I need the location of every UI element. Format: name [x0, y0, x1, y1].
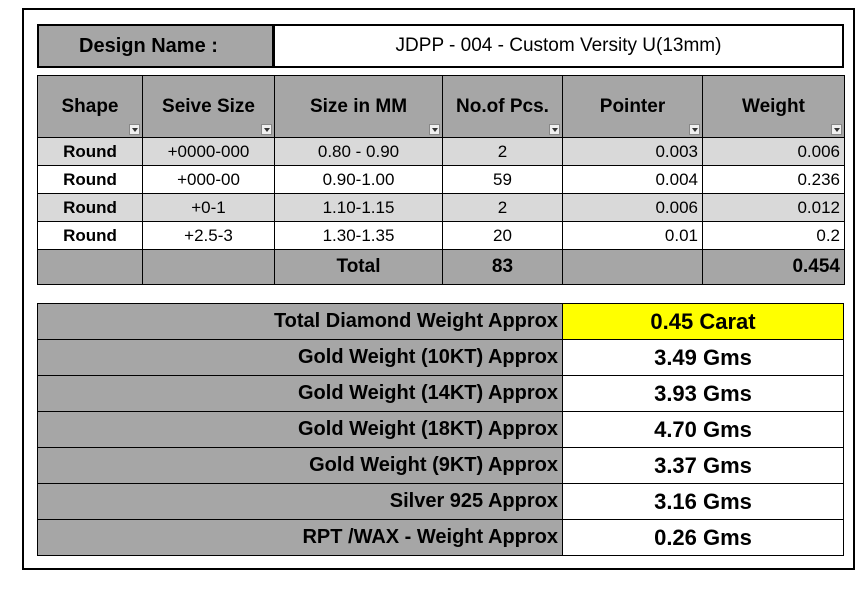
design-value: JDPP - 004 - Custom Versity U(13mm) [273, 24, 844, 68]
table-cell: 20 [442, 221, 563, 250]
empty-cell [562, 249, 703, 285]
summary-value: 3.37 Gms [562, 447, 844, 484]
summary-label: RPT /WAX - Weight Approx [37, 519, 563, 556]
design-label: Design Name : [37, 24, 274, 68]
table-cell: 0.236 [702, 165, 845, 194]
column-header: Seive Size [142, 75, 275, 138]
table-cell: 0.012 [702, 193, 845, 222]
summary-value: 0.45 Carat [562, 303, 844, 340]
table-cell: +2.5-3 [142, 221, 275, 250]
summary-label: Total Diamond Weight Approx [37, 303, 563, 340]
table-cell: Round [37, 165, 143, 194]
table-cell: Round [37, 193, 143, 222]
table-cell: 2 [442, 137, 563, 166]
table-cell: 0.003 [562, 137, 703, 166]
table-cell: 0.01 [562, 221, 703, 250]
filter-button[interactable] [689, 124, 700, 135]
table-cell: 59 [442, 165, 563, 194]
filter-button[interactable] [831, 124, 842, 135]
table-cell: 0.006 [562, 193, 703, 222]
column-header: Pointer [562, 75, 703, 138]
table-cell: 1.10-1.15 [274, 193, 443, 222]
table-cell: +0000-000 [142, 137, 275, 166]
total-cell: Total [274, 249, 443, 285]
table-cell: 0.2 [702, 221, 845, 250]
summary-label: Silver 925 Approx [37, 483, 563, 520]
empty-cell [142, 249, 275, 285]
column-header: Size in MM [274, 75, 443, 138]
column-header: Weight [702, 75, 845, 138]
table-cell: +000-00 [142, 165, 275, 194]
frame [22, 8, 855, 570]
filter-button[interactable] [549, 124, 560, 135]
filter-button[interactable] [429, 124, 440, 135]
table-cell: 0.90-1.00 [274, 165, 443, 194]
summary-value: 3.93 Gms [562, 375, 844, 412]
table-cell: 1.30-1.35 [274, 221, 443, 250]
column-header: Shape [37, 75, 143, 138]
table-cell: +0-1 [142, 193, 275, 222]
summary-label: Gold Weight (10KT) Approx [37, 339, 563, 376]
filter-button[interactable] [129, 124, 140, 135]
total-cell: 0.454 [702, 249, 845, 285]
column-header: No.of Pcs. [442, 75, 563, 138]
summary-value: 0.26 Gms [562, 519, 844, 556]
summary-value: 3.16 Gms [562, 483, 844, 520]
table-cell: 0.006 [702, 137, 845, 166]
table-cell: 0.80 - 0.90 [274, 137, 443, 166]
summary-value: 3.49 Gms [562, 339, 844, 376]
table-cell: Round [37, 221, 143, 250]
summary-value: 4.70 Gms [562, 411, 844, 448]
filter-button[interactable] [261, 124, 272, 135]
table-cell: 0.004 [562, 165, 703, 194]
total-cell: 83 [442, 249, 563, 285]
table-cell: 2 [442, 193, 563, 222]
empty-cell [37, 249, 143, 285]
summary-label: Gold Weight (18KT) Approx [37, 411, 563, 448]
summary-label: Gold Weight (14KT) Approx [37, 375, 563, 412]
summary-label: Gold Weight (9KT) Approx [37, 447, 563, 484]
table-cell: Round [37, 137, 143, 166]
